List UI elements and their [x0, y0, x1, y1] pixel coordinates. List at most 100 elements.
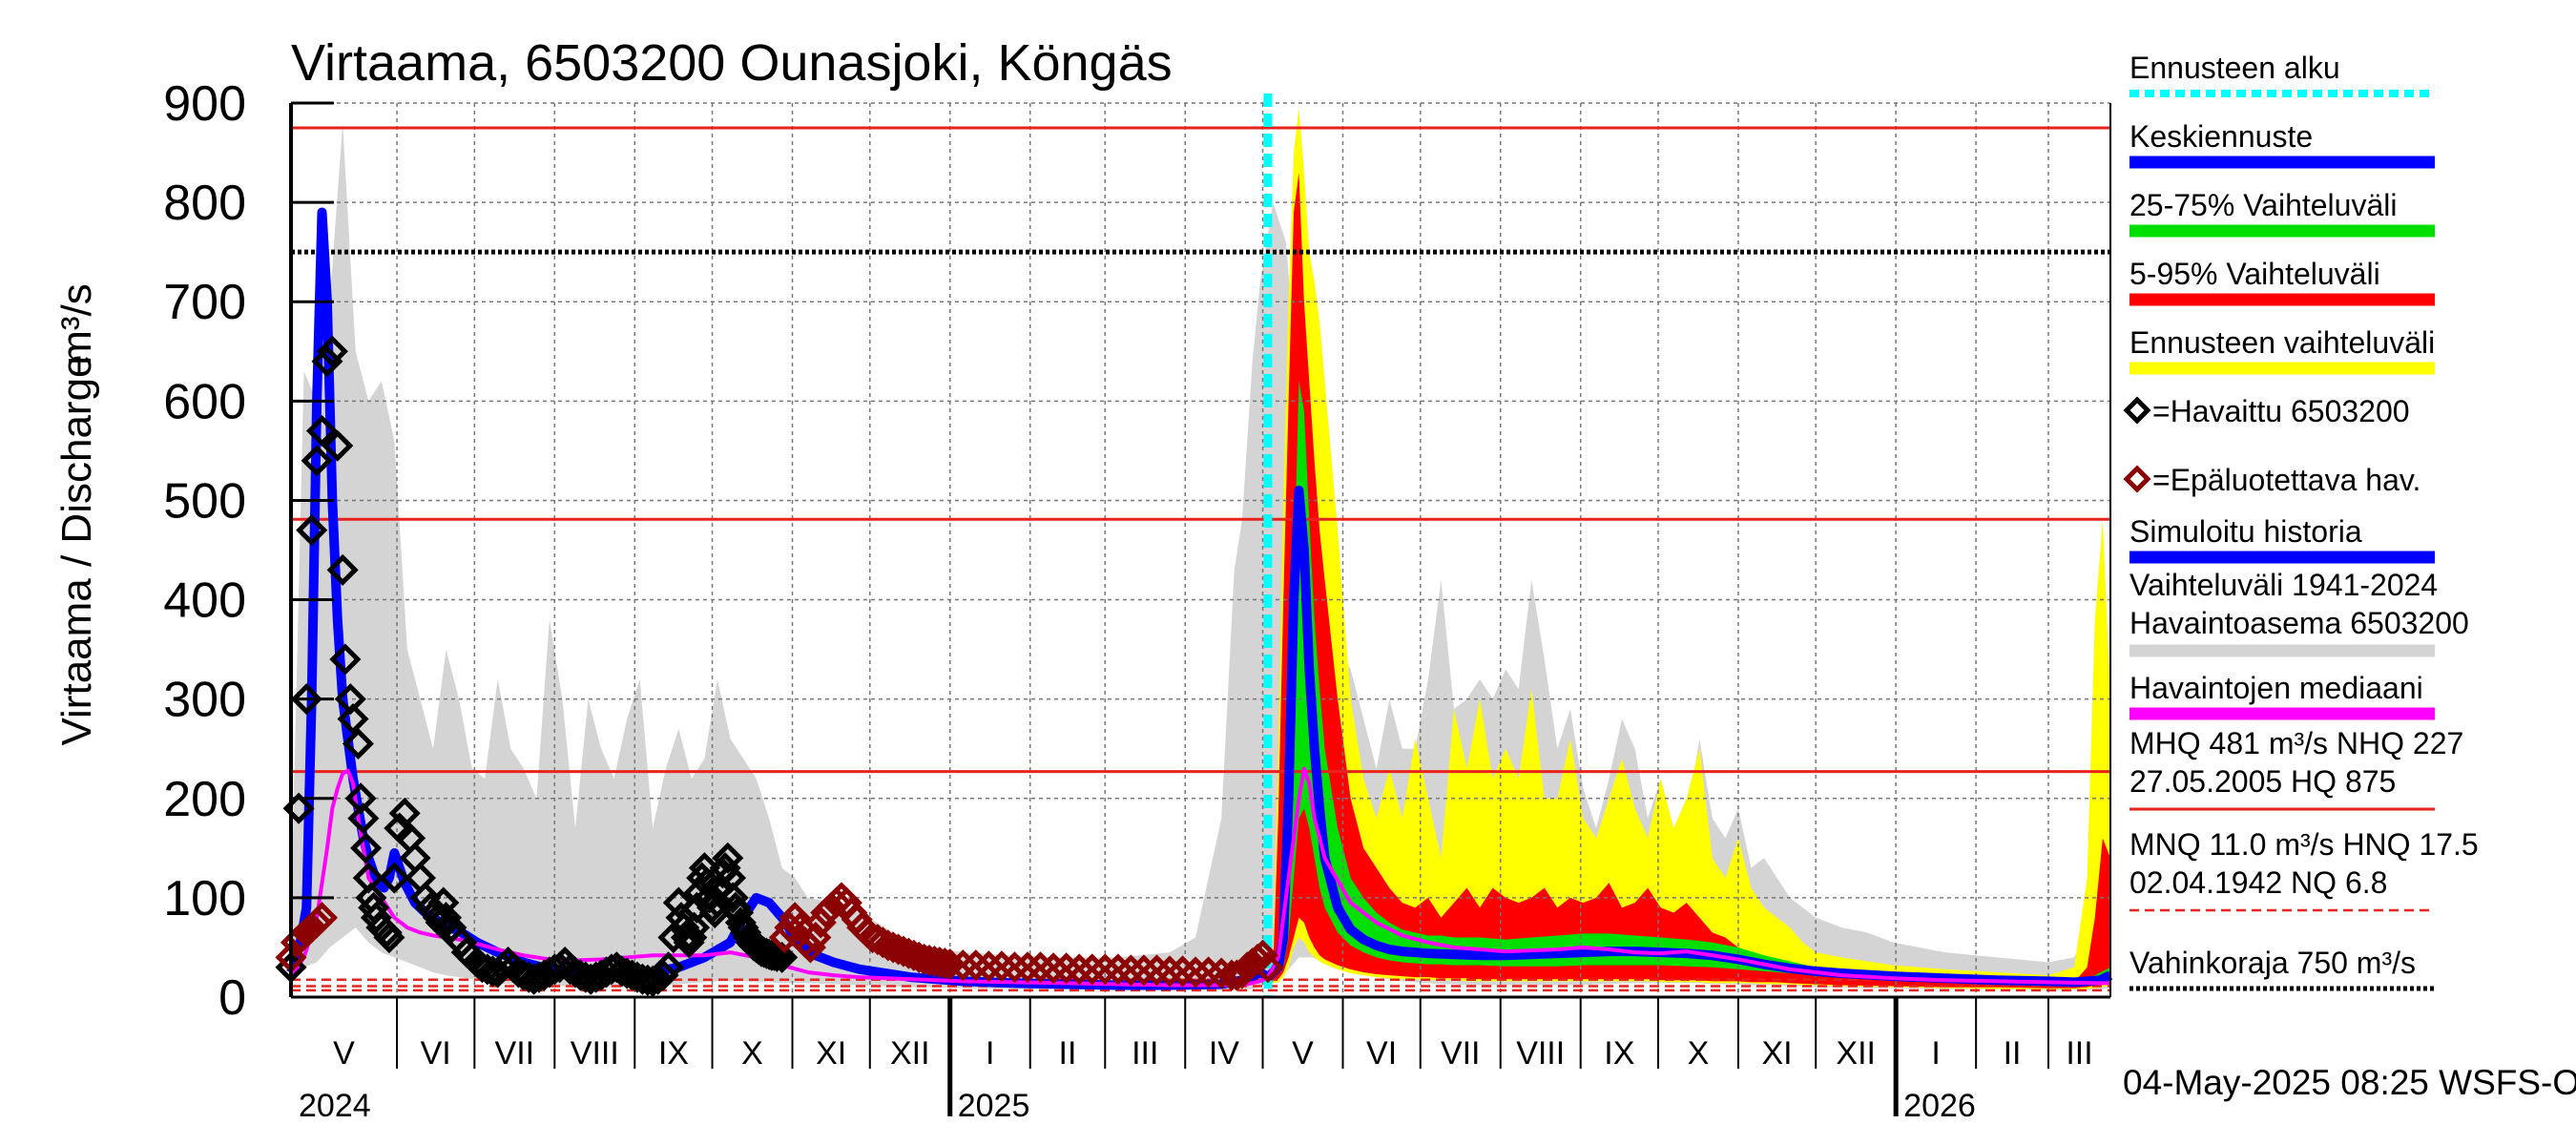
observation-marker: [301, 445, 333, 477]
observation-marker: [337, 702, 369, 736]
band-3: [1283, 381, 2110, 985]
observation-marker: [322, 429, 354, 462]
observation-marker: [429, 902, 463, 934]
observation-marker: [632, 964, 664, 996]
observation-marker: [305, 415, 339, 448]
month-label: VII: [495, 1035, 535, 1072]
month-label: XI: [816, 1035, 846, 1072]
month-label: X: [1688, 1035, 1710, 1072]
observation-marker: [1246, 939, 1279, 971]
observation-marker: [1076, 953, 1109, 986]
band-0: [291, 122, 2110, 990]
month-label: IX: [658, 1035, 689, 1072]
y-tick-label: 200: [163, 772, 246, 827]
observation-marker: [1089, 953, 1121, 986]
month-label: XI: [1762, 1035, 1793, 1072]
month-label: V: [333, 1035, 355, 1072]
month-label: IV: [1209, 1035, 1239, 1072]
observation-marker: [347, 802, 380, 835]
legend-label-2: 27.05.2005 HQ 875: [2129, 764, 2396, 799]
year-label: 2026: [1903, 1088, 1976, 1124]
month-label: III: [2066, 1035, 2092, 1072]
y-tick-label: 100: [163, 871, 246, 926]
month-label: III: [1132, 1035, 1158, 1072]
chart-title: Virtaama, 6503200 Ounasjoki, Köngäs: [291, 34, 1173, 92]
legend-label: Ennusteen alku: [2129, 51, 2340, 85]
month-label: VIII: [571, 1035, 619, 1072]
observation-marker: [1153, 955, 1186, 988]
legend-label: MHQ 481 m³/s NHQ 227: [2129, 726, 2463, 760]
month-label: VI: [1366, 1035, 1397, 1072]
month-label: VIII: [1516, 1035, 1565, 1072]
observation-marker: [701, 886, 734, 919]
legend: Ennusteen alku Keskiennuste 25-75% Vaihtel…: [2123, 51, 2479, 991]
observation-marker: [717, 882, 749, 914]
observation-marker: [350, 832, 383, 864]
y-axis-label: Virtaama / Discharge: [53, 354, 100, 745]
y-tick-label: 900: [163, 76, 246, 132]
y-axis-unit: m³/s: [53, 283, 100, 365]
y-tick-label: 800: [163, 176, 246, 231]
month-label: II: [2004, 1035, 2022, 1072]
legend-label: =Havaittu 6503200: [2152, 394, 2410, 428]
observation-marker: [647, 959, 679, 991]
legend-label: 25-75% Vaihteluväli: [2129, 188, 2397, 222]
legend-label: Vahinkoraja 750 m³/s: [2129, 946, 2416, 980]
observation-marker: [290, 683, 322, 716]
observation-marker: [779, 902, 811, 934]
month-label: V: [1292, 1035, 1314, 1072]
observation-marker: [766, 941, 799, 973]
observation-marker: [678, 911, 711, 944]
y-tick-label: 400: [163, 573, 246, 629]
observation-marker: [998, 951, 1031, 984]
legend-label: Simuloitu historia: [2129, 514, 2362, 549]
month-label: XII: [890, 1035, 930, 1072]
y-tick-label: 300: [163, 673, 246, 728]
chart-markers: [275, 335, 1284, 997]
observation-marker: [1179, 956, 1212, 989]
footer-timestamp: 04-May-2025 08:25 WSFS-O: [2123, 1063, 2576, 1102]
chart-bands: [291, 108, 2110, 990]
legend-label: Havaintojen mediaani: [2129, 671, 2423, 705]
month-label: I: [986, 1035, 994, 1072]
legend-label: 5-95% Vaihteluväli: [2129, 257, 2380, 291]
observation-marker: [329, 643, 362, 676]
observation-marker: [378, 862, 410, 894]
observation-marker: [924, 947, 956, 979]
legend-label: Vaihteluväli 1941-2024: [2129, 568, 2438, 602]
month-label: VII: [1441, 1035, 1481, 1072]
legend-label: Ennusteen vaihteluväli: [2129, 325, 2435, 360]
legend-label: Keskiennuste: [2129, 119, 2313, 154]
observation-marker: [794, 931, 827, 964]
observation-marker: [928, 947, 961, 980]
month-label: X: [741, 1035, 763, 1072]
month-label: II: [1059, 1035, 1077, 1072]
legend-marker: [2123, 396, 2151, 425]
observation-marker: [1063, 953, 1095, 986]
legend-label: =Epäluotettava hav.: [2152, 463, 2420, 497]
y-tick-label: 0: [218, 970, 246, 1026]
y-tick-label: 500: [163, 473, 246, 529]
month-label: IX: [1604, 1035, 1634, 1072]
observation-marker: [316, 335, 348, 367]
observation-marker: [652, 951, 685, 984]
observation-marker: [774, 911, 806, 944]
band-1: [1267, 108, 2110, 989]
observation-marker: [1252, 951, 1284, 984]
series-line-0: [1264, 486, 2113, 988]
observation-marker: [388, 797, 421, 829]
y-tick-label: 700: [163, 275, 246, 330]
legend-label-2: 02.04.1942 NQ 6.8: [2129, 865, 2387, 900]
month-label: I: [1931, 1035, 1940, 1072]
observation-marker: [946, 949, 979, 982]
observation-marker: [296, 514, 328, 547]
observation-marker: [342, 727, 374, 760]
observation-marker: [373, 921, 405, 954]
y-tick-label: 600: [163, 374, 246, 429]
month-label: VI: [421, 1035, 451, 1072]
year-label: 2024: [299, 1088, 371, 1124]
year-label: 2025: [958, 1088, 1030, 1124]
observation-marker: [311, 345, 343, 378]
observation-marker: [1011, 951, 1044, 984]
